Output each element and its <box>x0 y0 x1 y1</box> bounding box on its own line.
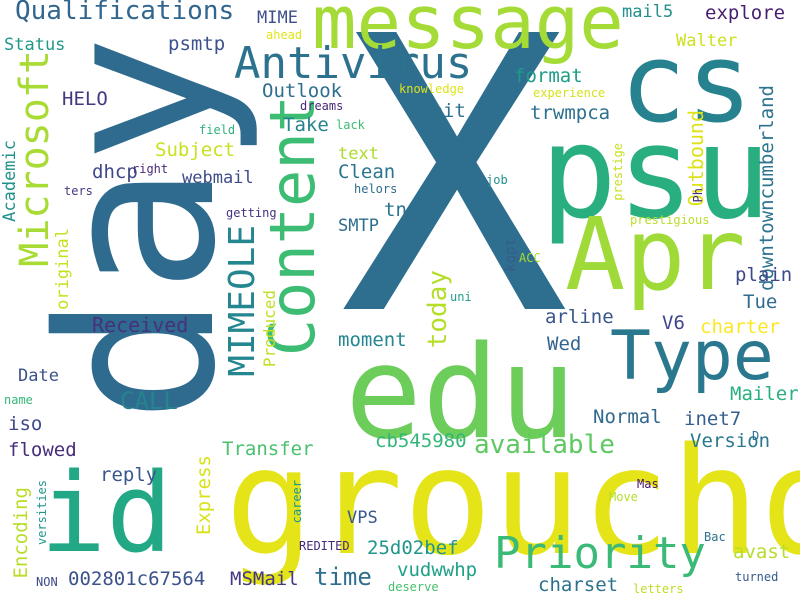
word-msmail: MSMail <box>230 568 299 590</box>
word-mas: Mas <box>637 477 659 491</box>
word-trwmpca: trwmpca <box>530 102 611 124</box>
word-received: Received <box>92 313 189 337</box>
word-lack: lack <box>336 118 365 132</box>
word-dreams: dreams <box>300 99 344 113</box>
word-psmtp: psmtp <box>168 33 226 55</box>
word-002801c67564: 002801c67564 <box>68 568 206 590</box>
word-microsoft: Microsoft <box>12 50 58 267</box>
word-deserve: deserve <box>388 580 439 594</box>
word-move: Move <box>609 490 638 504</box>
word-prestige: prestige <box>611 143 625 201</box>
word-mime: MIME <box>257 8 298 28</box>
word-today: today <box>423 270 453 349</box>
word-inet7: inet7 <box>684 408 742 430</box>
word-psu: psu <box>540 99 772 248</box>
word-explore: explore <box>705 2 786 24</box>
word-subject: Subject <box>155 139 236 161</box>
word-name: name <box>4 393 33 407</box>
word-letters: letters <box>633 582 684 596</box>
word-cb545980: cb545980 <box>375 430 467 452</box>
word-antivirus: Antivirus <box>234 38 473 89</box>
word-acc: ACC <box>519 251 541 265</box>
word-v6: V6 <box>662 312 685 334</box>
word-transfer: Transfer <box>222 438 314 460</box>
word-getting: getting <box>226 206 277 220</box>
word-ph: Ph <box>691 188 705 203</box>
word-iso: iso <box>8 413 43 435</box>
word-priority: Priority <box>494 528 706 579</box>
word-encoding: Encoding <box>10 487 32 579</box>
word-tue: Tue <box>743 291 778 313</box>
word-available: available <box>474 430 615 460</box>
word-date: Date <box>18 366 59 386</box>
word-time: time <box>314 563 372 591</box>
word-career: career <box>290 480 304 524</box>
word-edu: edu <box>345 319 577 468</box>
word-turned: turned <box>735 570 779 584</box>
word-webmail: webmail <box>182 168 254 188</box>
word-charter: charter <box>700 316 781 338</box>
word-vudwwhp: vudwwhp <box>397 559 478 581</box>
word-text: text <box>338 144 379 164</box>
word-produced: Produced <box>260 290 279 368</box>
word-7bit: 7bit <box>420 100 466 122</box>
word-helors: helors <box>354 182 398 196</box>
word-qualifications: Qualifications <box>15 0 235 26</box>
word-apr: Apr <box>565 196 746 313</box>
word-kgpt: kgpt <box>503 238 519 272</box>
word-flowed: flowed <box>8 439 77 461</box>
word-walter: Walter <box>676 31 738 51</box>
word-plain: plain <box>735 264 793 286</box>
word-job: job <box>486 173 508 187</box>
word-mailer: Mailer <box>730 383 799 405</box>
word-take: Take <box>283 114 329 136</box>
word-cs: cs <box>620 19 753 147</box>
word-prestigious: prestigious <box>630 213 710 227</box>
word-tn: tn <box>384 199 407 221</box>
word-field: field <box>199 123 236 137</box>
word-vps: VPS <box>347 508 378 528</box>
word-call: CALL <box>120 387 178 415</box>
word-academic: Academic <box>0 140 20 222</box>
word-helo: HELO <box>62 88 108 110</box>
word-reply: reply <box>100 464 158 486</box>
word-bac: Bac <box>704 530 726 544</box>
word-right: right <box>132 162 169 176</box>
word-knowledge: knowledge <box>399 82 465 96</box>
word-smtp: SMTP <box>338 216 379 236</box>
word-ters: ters <box>64 184 93 198</box>
word-mail5: mail5 <box>622 2 674 22</box>
word-outlook: Outlook <box>262 80 343 102</box>
word-original: original <box>53 228 73 310</box>
word-25d02bef: 25d02bef <box>367 537 459 559</box>
word-format: format <box>514 65 583 87</box>
word-versities: versities <box>35 480 49 546</box>
word-downtowncumberland: downtowncumberland <box>756 85 778 291</box>
word-experience: experience <box>533 86 606 100</box>
word-message: message <box>312 0 624 66</box>
word-type: Type <box>610 317 774 396</box>
word-moment: moment <box>338 329 407 351</box>
word-avast: avast <box>733 541 791 563</box>
word-id: id <box>40 449 173 577</box>
word-groucho: groucho <box>225 416 800 588</box>
word-wed: Wed <box>547 333 582 355</box>
word-redited: REDITED <box>299 539 350 553</box>
word-mimeole: MIMEOLE <box>222 225 263 377</box>
word-clean: Clean <box>338 161 396 183</box>
word-charset: charset <box>538 574 619 596</box>
word-non: NON <box>36 575 58 589</box>
word-arline: arline <box>545 306 614 328</box>
word-express: Express <box>193 455 215 536</box>
word-normal: Normal <box>593 406 662 428</box>
word-version: Version <box>690 430 771 452</box>
word-status: Status <box>4 35 66 55</box>
word-x: X <box>340 0 569 399</box>
word-ahead: ahead <box>266 28 303 42</box>
word-uni: uni <box>450 290 472 304</box>
word-d: D <box>752 429 760 443</box>
word-dhcp: dhcp <box>92 161 138 183</box>
